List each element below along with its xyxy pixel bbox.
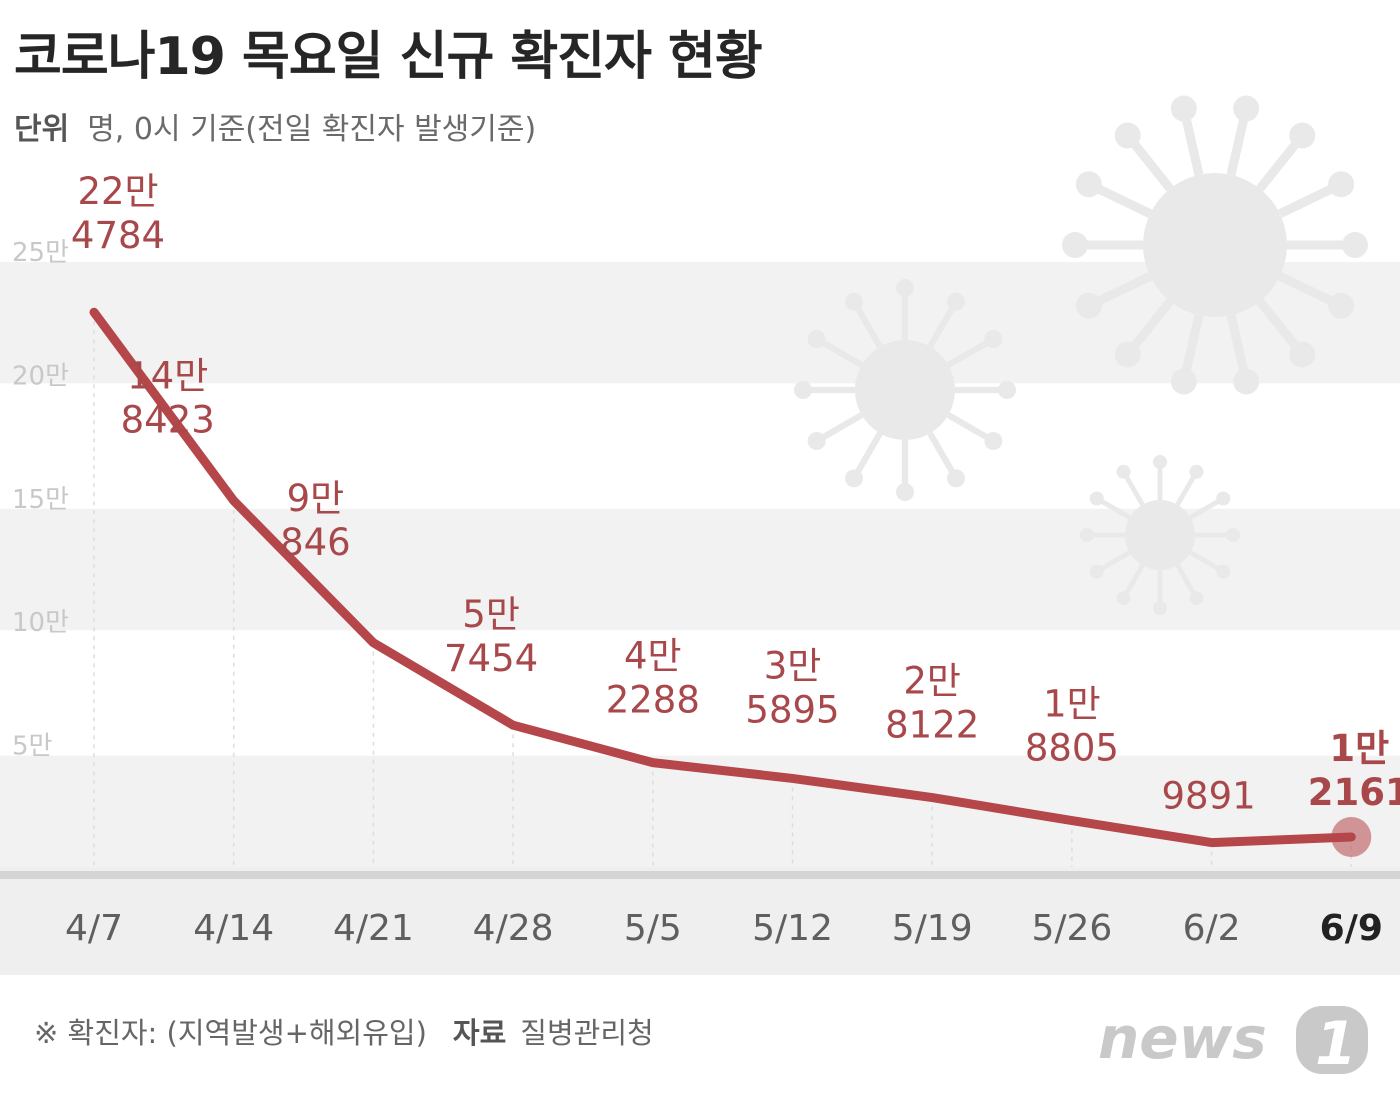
last-point-marker bbox=[1331, 816, 1372, 857]
source-label: 자료 bbox=[452, 1016, 507, 1050]
unit-label: 단위 bbox=[14, 112, 70, 147]
virus-icon bbox=[1062, 95, 1368, 395]
x-tick-label: 4/14 bbox=[193, 908, 274, 949]
x-tick-label: 5/19 bbox=[892, 908, 973, 949]
virus-illustration bbox=[794, 95, 1368, 615]
data-label-bottom: 4784 bbox=[71, 214, 165, 257]
data-label-bottom: 8423 bbox=[121, 399, 215, 442]
x-tick-label: 6/9 bbox=[1320, 908, 1383, 949]
data-label-top: 14만 bbox=[127, 355, 208, 398]
virus-icon bbox=[1080, 455, 1240, 615]
x-tick-label: 5/26 bbox=[1031, 908, 1112, 949]
unit-note: 단위 명, 0시 기준(전일 확진자 발생기준) bbox=[14, 104, 536, 148]
data-label-top: 22만 bbox=[77, 170, 158, 213]
data-label-bottom: 5895 bbox=[745, 688, 839, 731]
data-label-bottom: 9891 bbox=[1162, 775, 1256, 818]
news1-logo-icon: news 1 bbox=[1098, 1004, 1368, 1078]
x-tick-label: 4/7 bbox=[65, 908, 123, 949]
x-tick-label: 4/21 bbox=[333, 908, 414, 949]
data-label-bottom: 8805 bbox=[1025, 727, 1119, 770]
data-label-top: 4만 bbox=[624, 635, 682, 678]
x-tick-label: 6/2 bbox=[1183, 908, 1241, 949]
data-label-bottom: 2161 bbox=[1308, 771, 1400, 814]
svg-text:1: 1 bbox=[1315, 1009, 1357, 1078]
x-tick-label: 5/5 bbox=[624, 908, 682, 949]
data-label-top: 5만 bbox=[462, 593, 520, 636]
data-label-top: 9만 bbox=[287, 477, 345, 520]
x-guides bbox=[93, 312, 1353, 867]
page-title: 코로나19 목요일 신규 확진자 현황 bbox=[14, 27, 763, 87]
unit-text: 명, 0시 기준(전일 확진자 발생기준) bbox=[87, 112, 537, 147]
data-label-top: 1만 bbox=[1043, 683, 1101, 726]
x-axis: 4/7 4/14 4/21 4/28 5/5 5/12 5/19 5/26 6/2 6/9 bbox=[65, 908, 1383, 949]
y-tick-label: 25만 bbox=[12, 238, 69, 268]
data-label-bottom: 8122 bbox=[885, 704, 979, 747]
data-label-top: 1만 bbox=[1329, 727, 1389, 770]
y-tick-label: 5만 bbox=[12, 732, 52, 762]
data-label-top: 2만 bbox=[903, 660, 961, 703]
data-series bbox=[89, 307, 1372, 857]
svg-text:news: news bbox=[1098, 1004, 1267, 1072]
data-label-top: 3만 bbox=[764, 644, 822, 687]
footnote: ※ 확진자: (지역발생+해외유입) bbox=[34, 1016, 427, 1050]
virus-icon bbox=[794, 279, 1016, 501]
y-tick-label: 10만 bbox=[12, 608, 69, 638]
x-tick-label: 5/12 bbox=[752, 908, 833, 949]
y-tick-label: 20만 bbox=[12, 361, 69, 391]
data-label-bottom: 7454 bbox=[444, 637, 538, 680]
y-tick-label: 15만 bbox=[12, 485, 69, 515]
x-axis-band bbox=[0, 867, 1400, 975]
data-label-bottom: 846 bbox=[280, 521, 351, 564]
series-line bbox=[89, 307, 1356, 848]
footer: ※ 확진자: (지역발생+해외유입) 자료 질병관리청 bbox=[34, 1010, 654, 1052]
x-tick-label: 4/28 bbox=[473, 908, 554, 949]
y-axis: 5만 10만 15만 20만 25만 bbox=[12, 238, 69, 762]
source-name: 질병관리청 bbox=[520, 1016, 654, 1050]
data-label-bottom: 2288 bbox=[606, 679, 700, 722]
